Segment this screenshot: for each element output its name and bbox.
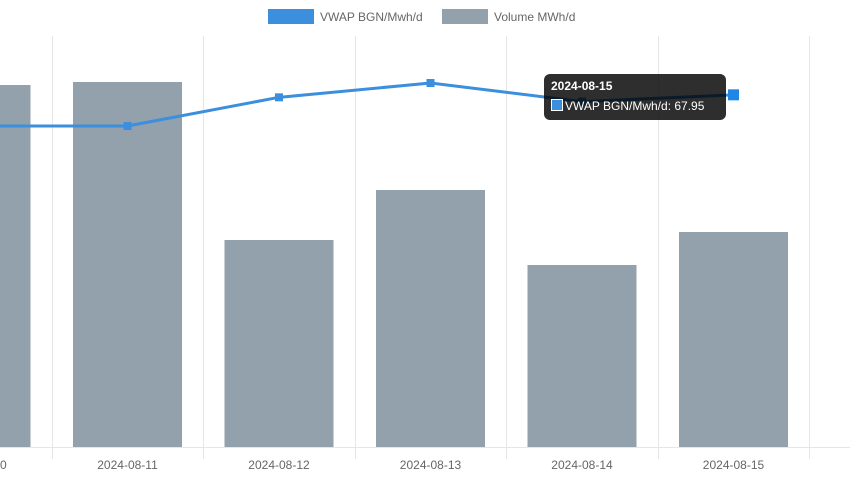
x-tick-label: 2024-08-11 — [97, 458, 158, 472]
volume-bar — [376, 190, 485, 447]
x-axis-ticks: 0 2024-08-11 2024-08-12 2024-08-13 2024-08-1… — [0, 458, 765, 472]
chart-tooltip: 2024-08-15 VWAP BGN/Mwh/d: 67.95 — [544, 74, 726, 120]
legend-swatch-volume[interactable] — [442, 9, 488, 24]
legend-swatch-vwap[interactable] — [268, 9, 314, 24]
bar-series — [0, 82, 788, 447]
legend-label-volume[interactable]: Volume MWh/d — [494, 10, 575, 24]
legend: VWAP BGN/Mwh/d Volume MWh/d — [268, 9, 575, 24]
tooltip-swatch — [551, 99, 563, 111]
volume-bar — [679, 232, 788, 447]
volume-bar — [73, 82, 182, 447]
legend-label-vwap[interactable]: VWAP BGN/Mwh/d — [320, 10, 423, 24]
x-tick-label: 2024-08-14 — [551, 458, 613, 472]
tooltip-label: VWAP BGN/Mwh/d: 67.95 — [565, 99, 705, 113]
volume-bar — [224, 240, 334, 447]
vwap-point-active — [728, 89, 739, 101]
vwap-point — [426, 79, 435, 87]
vwap-point — [275, 93, 283, 102]
volume-bar — [527, 265, 637, 447]
tooltip-title: 2024-08-15 — [551, 79, 613, 93]
volume-bar — [0, 85, 31, 447]
vwap-point — [123, 122, 132, 130]
x-tick-label: 2024-08-12 — [248, 458, 310, 472]
x-tick-label: 2024-08-13 — [400, 458, 462, 472]
x-tick-label: 0 — [0, 458, 7, 472]
tooltip-body: VWAP BGN/Mwh/d: 67.95 — [551, 99, 704, 113]
x-tick-label: 2024-08-15 — [703, 458, 765, 472]
